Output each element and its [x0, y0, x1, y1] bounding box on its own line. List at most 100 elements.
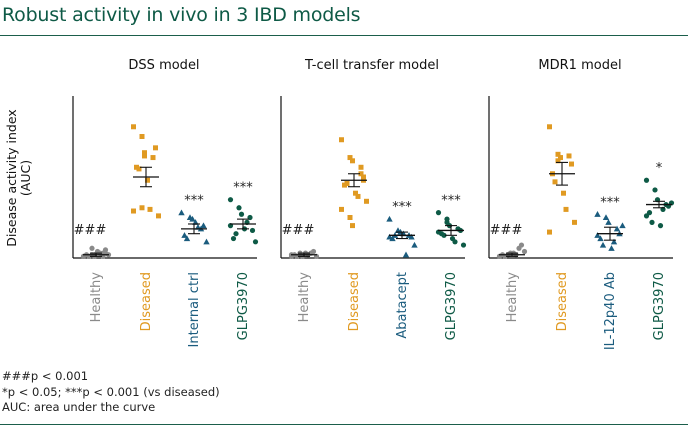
data-point	[643, 177, 650, 183]
panel-title: DSS model	[128, 58, 199, 73]
data-point	[238, 211, 245, 217]
data-point	[181, 232, 188, 238]
data-point	[460, 242, 467, 248]
significance-label: ###	[74, 223, 107, 238]
footnote-auc: AUC: area under the curve	[2, 400, 156, 414]
data-point	[361, 174, 366, 180]
data-point	[89, 245, 95, 251]
data-point	[358, 171, 364, 177]
data-point	[233, 231, 239, 237]
significance-label: ***	[392, 200, 412, 215]
data-point	[619, 222, 626, 229]
category-label: GLPG3970	[444, 272, 459, 340]
data-point	[563, 206, 569, 212]
data-point	[183, 235, 191, 242]
data-point	[608, 245, 615, 251]
data-point	[131, 208, 136, 214]
data-point	[136, 166, 142, 172]
footnote-hash: ###p < 0.001	[2, 369, 89, 383]
data-point	[156, 213, 161, 219]
data-point	[452, 239, 458, 245]
significance-label: ***	[184, 194, 204, 209]
data-point	[200, 222, 207, 229]
significance-label: *	[656, 161, 663, 176]
category-label: Healthy	[505, 272, 520, 323]
data-point	[358, 164, 364, 170]
data-point	[602, 214, 610, 221]
data-point	[189, 215, 196, 222]
y-axis-label: Disease activity index(AUC)	[4, 109, 33, 246]
data-point	[353, 190, 358, 196]
data-point	[178, 209, 185, 216]
data-point	[561, 190, 566, 196]
data-point	[364, 198, 369, 204]
significance-label: ***	[441, 194, 461, 209]
data-point	[555, 158, 561, 164]
data-point	[344, 180, 350, 186]
data-point	[555, 151, 561, 157]
data-point	[435, 210, 442, 216]
data-point	[613, 225, 621, 232]
y-axis-label-line: (AUC)	[18, 160, 33, 196]
significance-label: ###	[282, 223, 315, 238]
data-point	[552, 179, 558, 185]
significance-label: ***	[233, 181, 253, 196]
data-point	[350, 158, 355, 164]
data-point	[347, 155, 353, 161]
data-point	[649, 219, 655, 225]
panel-title: MDR1 model	[538, 58, 621, 73]
category-label: Diseased	[555, 272, 570, 331]
category-label: Healthy	[89, 272, 104, 323]
data-point	[652, 187, 658, 193]
data-point	[657, 223, 664, 229]
data-point	[389, 235, 396, 242]
data-point	[444, 219, 450, 225]
data-point	[386, 215, 393, 222]
data-point	[566, 153, 572, 159]
data-point	[236, 205, 242, 211]
data-point	[569, 161, 574, 167]
data-point	[441, 232, 447, 238]
data-point	[518, 242, 525, 248]
data-point	[252, 239, 259, 245]
data-point	[230, 235, 237, 242]
data-point	[597, 235, 604, 242]
footnote-significance: *p < 0.05; ***p < 0.001 (vs diseased)	[2, 384, 220, 399]
data-point	[147, 206, 153, 212]
data-point	[386, 233, 393, 240]
category-label: Healthy	[297, 272, 312, 323]
data-point	[408, 233, 415, 240]
footnotes: ###p < 0.001 *p < 0.05; ***p < 0.001 (vs…	[2, 369, 220, 416]
data-point	[599, 241, 607, 248]
data-point	[547, 229, 552, 235]
category-label: Diseased	[347, 272, 362, 331]
data-point	[139, 134, 145, 139]
data-point	[594, 232, 601, 238]
category-label: Internal ctrl	[187, 272, 202, 347]
significance-label: ***	[600, 195, 620, 210]
panel-title: T-cell transfer model	[304, 58, 439, 73]
data-point	[402, 251, 410, 258]
data-point	[227, 197, 234, 203]
data-point	[355, 193, 361, 199]
data-point	[572, 219, 577, 225]
data-point	[610, 238, 618, 245]
category-label: Diseased	[139, 272, 154, 331]
data-point	[547, 124, 552, 130]
category-label: IL-12p40 Ab	[603, 272, 618, 350]
data-point	[521, 248, 528, 255]
data-point	[203, 238, 210, 245]
page-title: Robust activity in vivo in 3 IBD models	[2, 4, 361, 26]
data-point	[643, 213, 650, 219]
significance-label: ###	[490, 223, 523, 238]
data-point	[139, 205, 145, 211]
bottom-divider	[0, 424, 688, 425]
data-point	[347, 215, 353, 220]
data-point	[153, 145, 158, 151]
data-point	[594, 211, 601, 217]
data-point	[310, 248, 317, 255]
y-axis-label-line: Disease activity index	[4, 109, 19, 246]
data-point	[142, 153, 147, 159]
data-point	[339, 137, 344, 143]
data-point	[411, 241, 418, 248]
